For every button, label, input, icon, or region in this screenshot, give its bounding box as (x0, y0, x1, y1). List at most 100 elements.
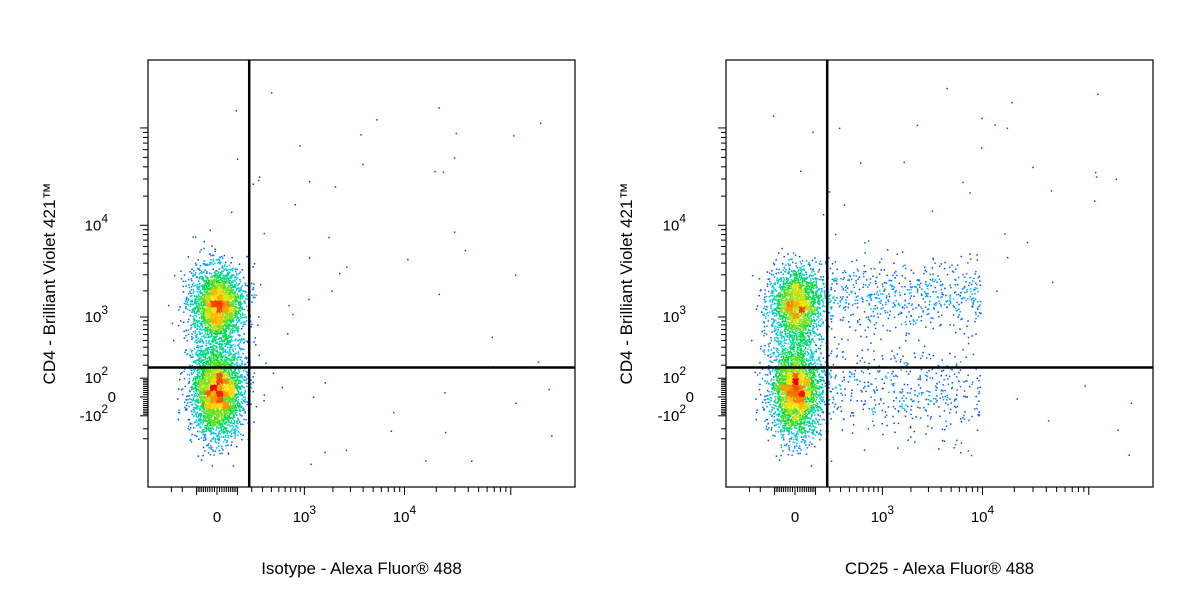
event-dot (211, 377, 213, 379)
event-dot (199, 417, 202, 419)
event-dot (239, 271, 241, 274)
event-dot (215, 319, 218, 321)
event-dot (206, 389, 208, 391)
event-dot (220, 423, 222, 425)
event-dot (210, 355, 213, 358)
event-dot (187, 304, 190, 306)
event-dot (240, 376, 243, 378)
event-dot (218, 380, 220, 382)
event-dot (212, 344, 214, 346)
event-dot (230, 320, 232, 323)
event-dot (225, 323, 227, 326)
event-dot (239, 404, 241, 406)
event-dot (230, 422, 233, 424)
event-dot (200, 321, 203, 323)
event-dot (221, 295, 223, 298)
event-dot (237, 392, 240, 394)
event-dot (211, 397, 214, 400)
event-dot (220, 418, 223, 420)
event-dot (195, 353, 197, 355)
event-dot (223, 426, 225, 428)
event-dot (233, 414, 235, 417)
event-dot (228, 269, 230, 271)
event-dot (196, 334, 198, 336)
event-dot (214, 301, 216, 303)
event-dot (196, 298, 198, 301)
event-dot (214, 364, 216, 366)
event-dot (234, 386, 237, 389)
event-dot (223, 303, 226, 305)
event-dot (205, 375, 207, 377)
event-dot (224, 359, 226, 362)
event-dot (218, 438, 220, 440)
event-dot (216, 390, 218, 392)
event-dot (223, 375, 226, 378)
event-dot (223, 410, 225, 412)
event-dot (222, 275, 225, 277)
event-dot (212, 373, 215, 375)
event-dot (219, 433, 222, 435)
event-dot (219, 278, 221, 281)
event-dot (199, 354, 202, 356)
event-dot (217, 394, 219, 396)
event-dot (202, 454, 204, 457)
event-dot (203, 303, 206, 305)
event-dot (212, 450, 214, 452)
event-dot (231, 270, 234, 272)
event-dot (214, 295, 217, 298)
event-dot (220, 330, 223, 333)
event-dot (202, 285, 204, 288)
event-dot (202, 370, 204, 373)
event-dot (213, 433, 215, 435)
event-dot (217, 296, 220, 298)
event-dot (233, 415, 235, 417)
event-dot (226, 305, 228, 307)
event-dot (187, 399, 189, 401)
event-dot (206, 390, 208, 392)
event-dot (226, 389, 228, 391)
event-dot (215, 296, 217, 298)
event-dot (218, 445, 220, 447)
event-dot (213, 288, 215, 290)
event-dot (212, 387, 214, 389)
event-dot (189, 354, 191, 357)
event-dot (232, 327, 234, 329)
event-dot (243, 338, 245, 340)
event-dot (206, 407, 208, 410)
event-dot (195, 303, 198, 305)
event-dot (189, 314, 192, 317)
event-dot (208, 359, 210, 361)
event-dot (240, 394, 242, 397)
event-dot (204, 301, 206, 303)
event-dot (250, 282, 253, 285)
event-dot (212, 338, 214, 340)
event-dot (239, 413, 241, 415)
event-dot (222, 355, 225, 357)
event-dot (240, 317, 242, 319)
event-dot (242, 409, 244, 411)
event-dot (222, 306, 224, 308)
event-dot (192, 337, 194, 339)
event-dot (227, 288, 229, 290)
event-dot (216, 325, 218, 327)
event-dot (217, 422, 219, 425)
event-dot (218, 404, 221, 406)
event-dot (229, 410, 232, 413)
event-dot (195, 315, 198, 317)
event-dot (208, 429, 210, 432)
event-dot (203, 263, 206, 266)
event-dot (238, 431, 240, 434)
event-dot (210, 390, 213, 393)
event-dot (198, 304, 200, 306)
event-dot (224, 311, 226, 313)
event-dot (220, 305, 223, 307)
event-dot (204, 320, 206, 322)
event-dot (214, 438, 216, 440)
event-dot (205, 318, 207, 321)
event-dot (225, 307, 228, 309)
event-dot (234, 406, 236, 408)
event-dot (207, 349, 209, 351)
event-dot (196, 421, 198, 423)
event-dot (226, 431, 228, 433)
event-dot (209, 417, 211, 419)
